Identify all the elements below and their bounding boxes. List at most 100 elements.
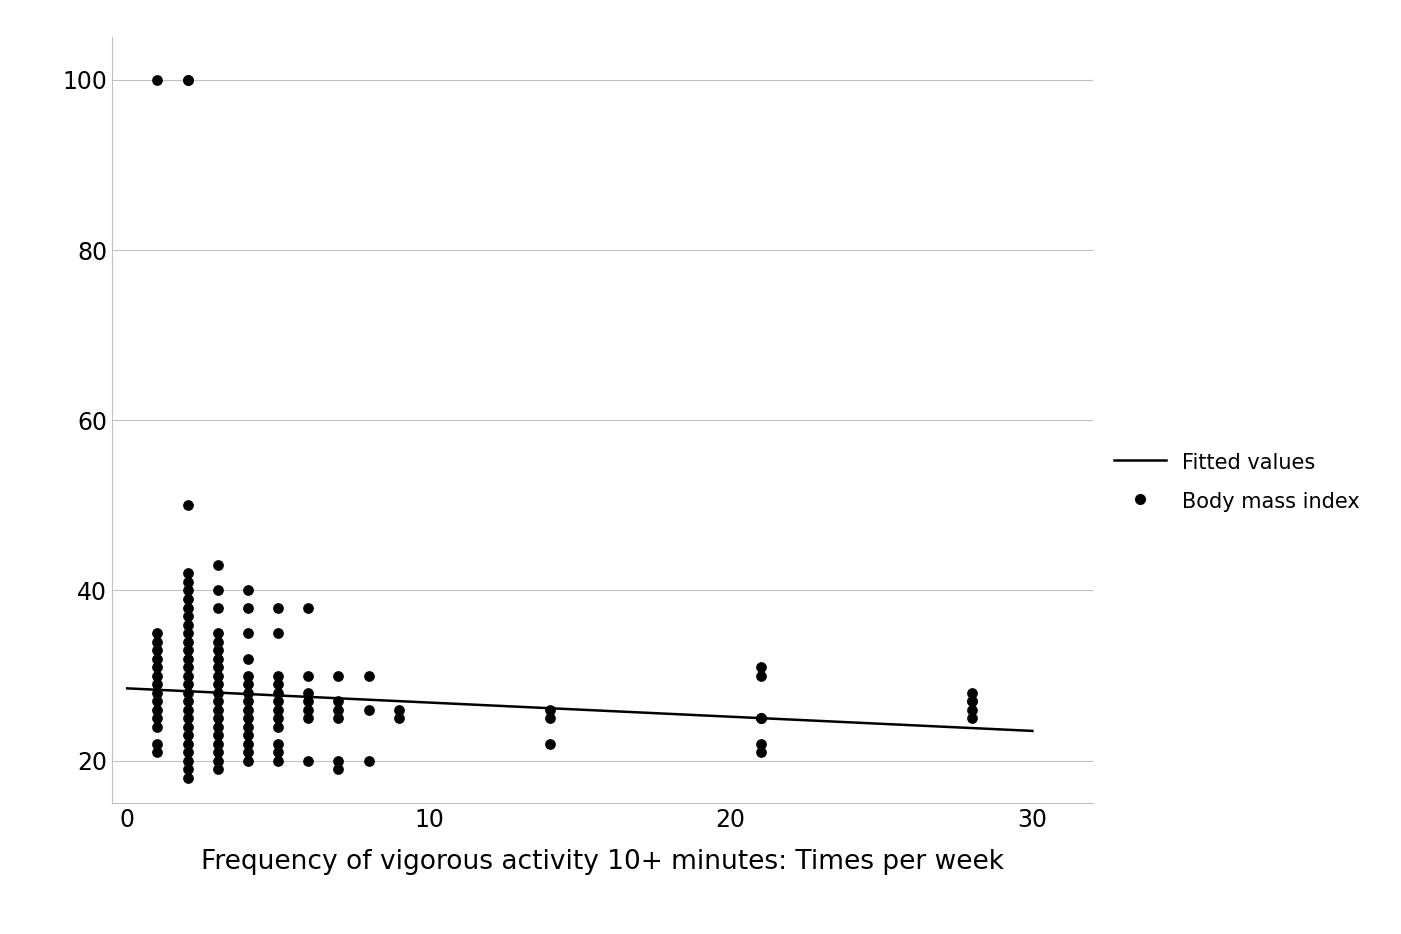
Point bbox=[961, 694, 984, 709]
Point bbox=[266, 702, 289, 717]
Point bbox=[206, 728, 228, 743]
Point bbox=[206, 668, 228, 683]
Point bbox=[266, 676, 289, 691]
Point bbox=[206, 558, 228, 573]
Point bbox=[177, 771, 199, 785]
Point bbox=[146, 659, 168, 674]
Point bbox=[177, 668, 199, 683]
Point bbox=[328, 762, 350, 777]
Point bbox=[177, 728, 199, 743]
Point bbox=[146, 651, 168, 666]
Point bbox=[237, 651, 259, 666]
Point bbox=[177, 566, 199, 581]
Point bbox=[146, 676, 168, 691]
Point bbox=[206, 634, 228, 649]
Point bbox=[237, 719, 259, 734]
Point bbox=[328, 753, 350, 768]
Point bbox=[146, 634, 168, 649]
Point bbox=[177, 736, 199, 751]
Point bbox=[146, 686, 168, 700]
Point bbox=[206, 583, 228, 598]
Point bbox=[750, 736, 772, 751]
Point bbox=[177, 762, 199, 777]
Point bbox=[961, 702, 984, 717]
Point bbox=[177, 591, 199, 606]
Point bbox=[177, 753, 199, 768]
Point bbox=[297, 711, 319, 726]
Point bbox=[297, 694, 319, 709]
Point bbox=[237, 694, 259, 709]
Point bbox=[177, 609, 199, 624]
Point bbox=[328, 694, 350, 709]
Point bbox=[237, 686, 259, 700]
Point bbox=[750, 711, 772, 726]
Point bbox=[266, 600, 289, 615]
Point bbox=[206, 676, 228, 691]
Point bbox=[146, 73, 168, 88]
Point bbox=[266, 686, 289, 700]
Point bbox=[750, 711, 772, 726]
Point bbox=[206, 626, 228, 641]
Point bbox=[266, 719, 289, 734]
Point bbox=[961, 711, 984, 726]
Point bbox=[750, 711, 772, 726]
Point bbox=[177, 686, 199, 700]
Point bbox=[328, 711, 350, 726]
Point bbox=[177, 694, 199, 709]
Point bbox=[237, 753, 259, 768]
Point bbox=[146, 744, 168, 759]
Point bbox=[266, 626, 289, 641]
Point bbox=[297, 686, 319, 700]
Point bbox=[357, 702, 380, 717]
Point bbox=[206, 651, 228, 666]
Point bbox=[297, 753, 319, 768]
Point bbox=[146, 711, 168, 726]
Point bbox=[177, 744, 199, 759]
X-axis label: Frequency of vigorous activity 10+ minutes: Times per week: Frequency of vigorous activity 10+ minut… bbox=[200, 849, 1005, 875]
Point bbox=[146, 668, 168, 683]
Point bbox=[237, 744, 259, 759]
Point bbox=[206, 744, 228, 759]
Point bbox=[297, 702, 319, 717]
Point bbox=[146, 694, 168, 709]
Point bbox=[266, 753, 289, 768]
Point bbox=[177, 498, 199, 513]
Point bbox=[237, 702, 259, 717]
Point bbox=[357, 753, 380, 768]
Point bbox=[177, 659, 199, 674]
Point bbox=[146, 719, 168, 734]
Point bbox=[237, 600, 259, 615]
Point bbox=[237, 711, 259, 726]
Point bbox=[206, 702, 228, 717]
Point bbox=[206, 659, 228, 674]
Point bbox=[177, 702, 199, 717]
Point bbox=[206, 753, 228, 768]
Point bbox=[237, 736, 259, 751]
Legend: Fitted values, Body mass index: Fitted values, Body mass index bbox=[1103, 441, 1370, 522]
Point bbox=[177, 643, 199, 658]
Point bbox=[237, 626, 259, 641]
Point bbox=[266, 668, 289, 683]
Point bbox=[177, 600, 199, 615]
Point bbox=[146, 626, 168, 641]
Point bbox=[206, 719, 228, 734]
Point bbox=[177, 73, 199, 88]
Point bbox=[206, 643, 228, 658]
Point bbox=[750, 744, 772, 759]
Point bbox=[538, 736, 560, 751]
Point bbox=[328, 668, 350, 683]
Point bbox=[177, 634, 199, 649]
Point bbox=[177, 583, 199, 598]
Point bbox=[388, 711, 410, 726]
Point bbox=[266, 711, 289, 726]
Point bbox=[177, 719, 199, 734]
Point bbox=[237, 676, 259, 691]
Point bbox=[177, 73, 199, 88]
Point bbox=[206, 762, 228, 777]
Point bbox=[388, 702, 410, 717]
Point bbox=[146, 643, 168, 658]
Point bbox=[177, 574, 199, 589]
Point bbox=[206, 736, 228, 751]
Point bbox=[328, 702, 350, 717]
Point bbox=[297, 600, 319, 615]
